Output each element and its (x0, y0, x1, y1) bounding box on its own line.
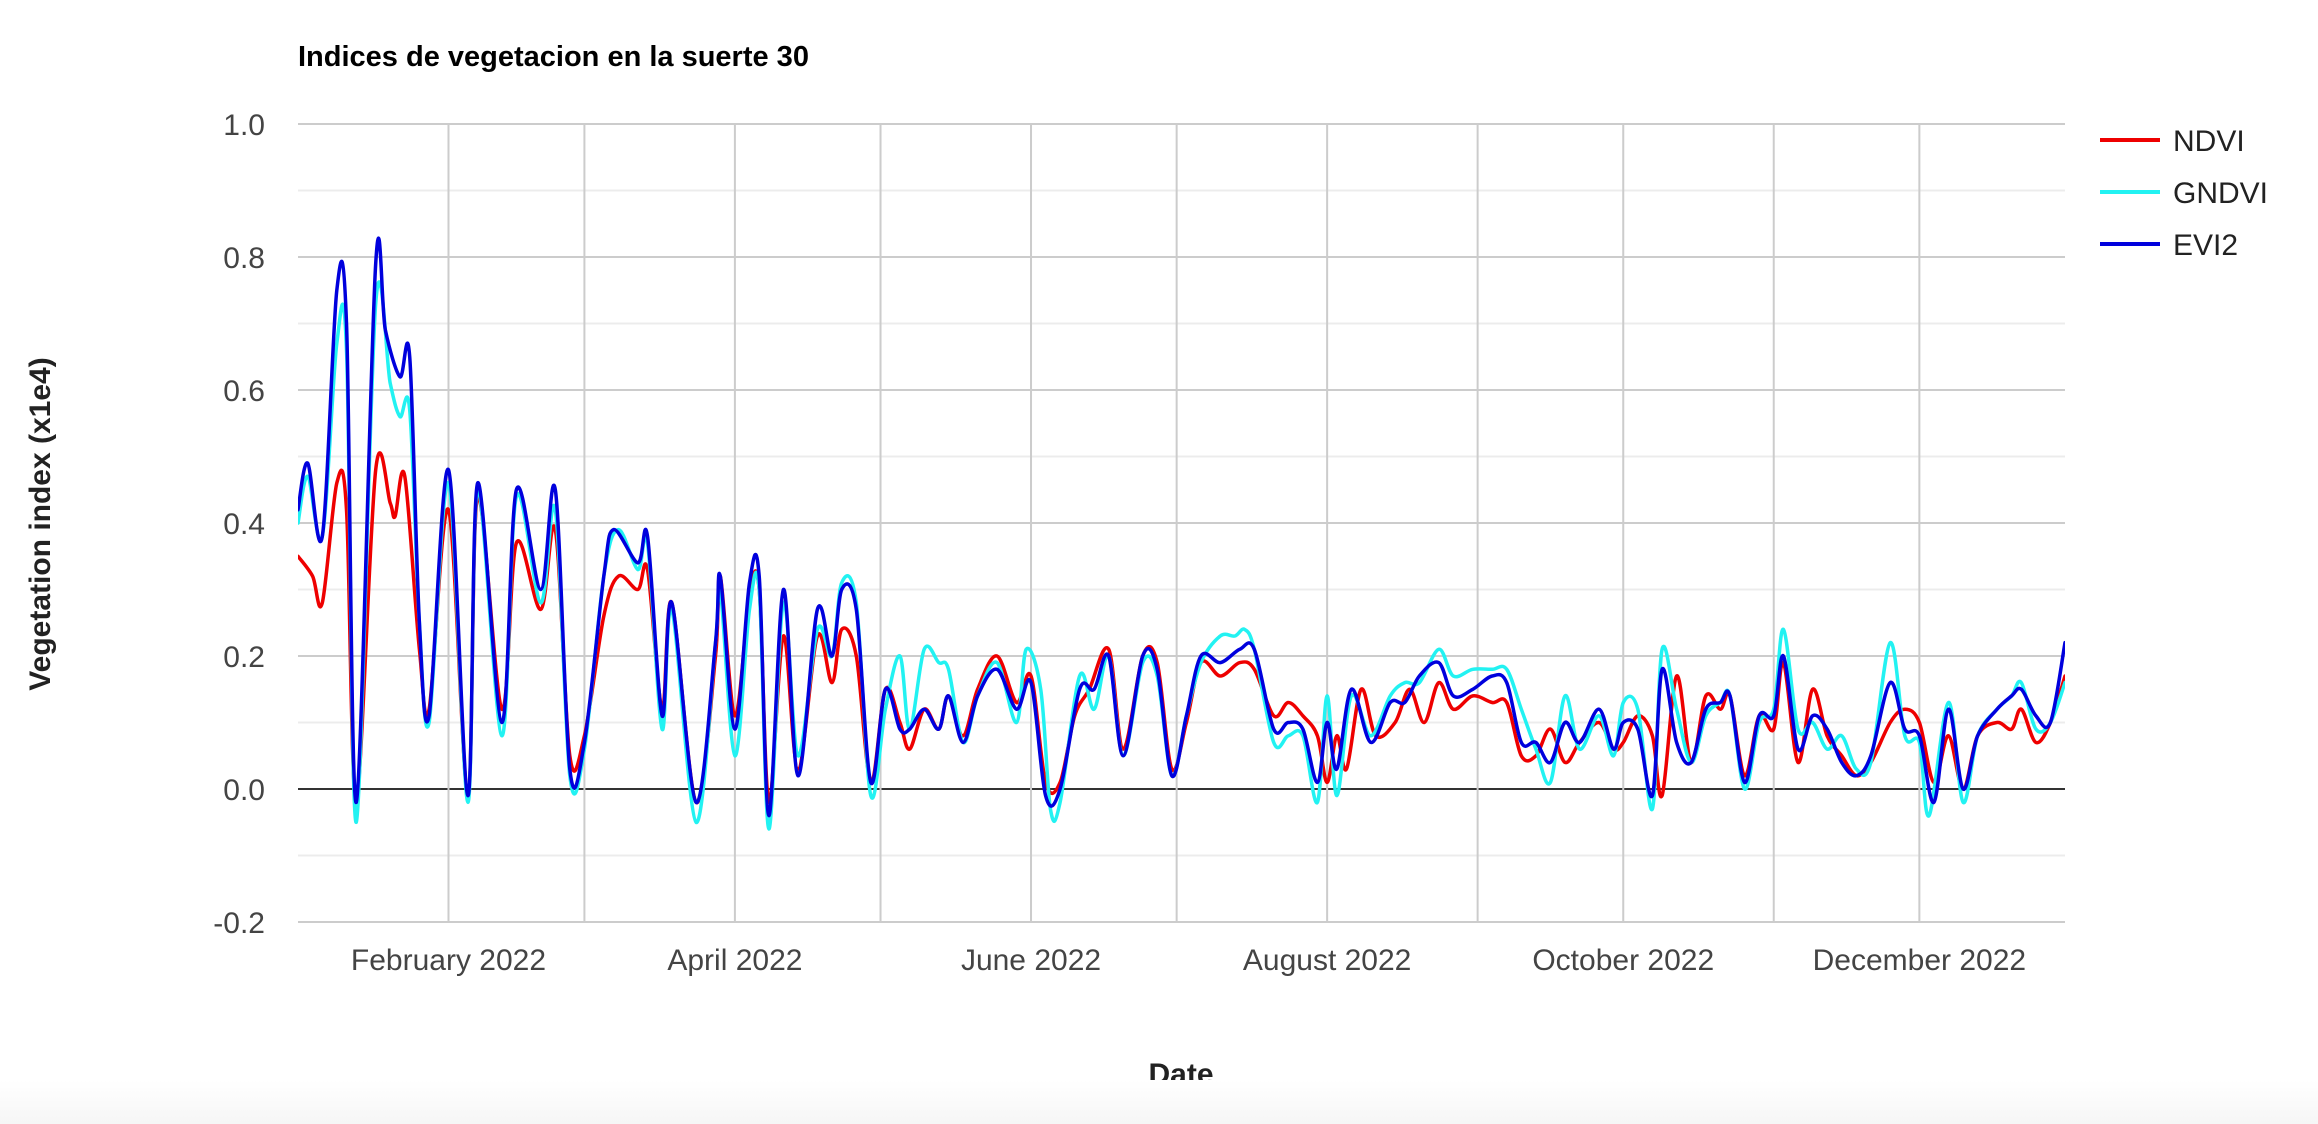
y-tick-label: 0.2 (223, 641, 265, 674)
legend: NDVI GNDVI EVI2 (2100, 125, 2268, 262)
y-axis-label: Vegetation index (x1e4) (24, 357, 57, 690)
chart-title: Indices de vegetacion en la suerte 30 (298, 41, 809, 73)
x-tick-label: December 2022 (1813, 944, 2026, 977)
y-tick-label: 1.0 (223, 109, 265, 142)
x-tick-label: April 2022 (667, 944, 802, 977)
x-tick-label: June 2022 (961, 944, 1101, 977)
y-tick-label: 0.0 (223, 774, 265, 807)
series-lines (298, 236, 2065, 831)
gridlines (298, 123, 2065, 923)
x-tick-label: October 2022 (1532, 944, 1714, 977)
y-tick-label: 0.4 (223, 508, 265, 541)
x-tick-label: August 2022 (1243, 944, 1411, 977)
bottom-fade (0, 1080, 2318, 1124)
legend-label-ndvi: NDVI (2173, 125, 2245, 158)
y-axis-tick-labels: -0.2 0.0 0.2 0.4 0.6 0.8 1.0 (213, 109, 265, 940)
y-tick-label: 0.6 (223, 375, 265, 408)
series-line-evi2 (298, 236, 2065, 818)
x-tick-label: February 2022 (351, 944, 546, 977)
y-tick-label: 0.8 (223, 242, 265, 275)
y-tick-label: -0.2 (213, 907, 265, 940)
legend-label-evi2: EVI2 (2173, 229, 2238, 262)
x-axis-tick-labels: February 2022 April 2022 June 2022 August 2… (351, 944, 2026, 977)
legend-label-gndvi: GNDVI (2173, 177, 2268, 210)
